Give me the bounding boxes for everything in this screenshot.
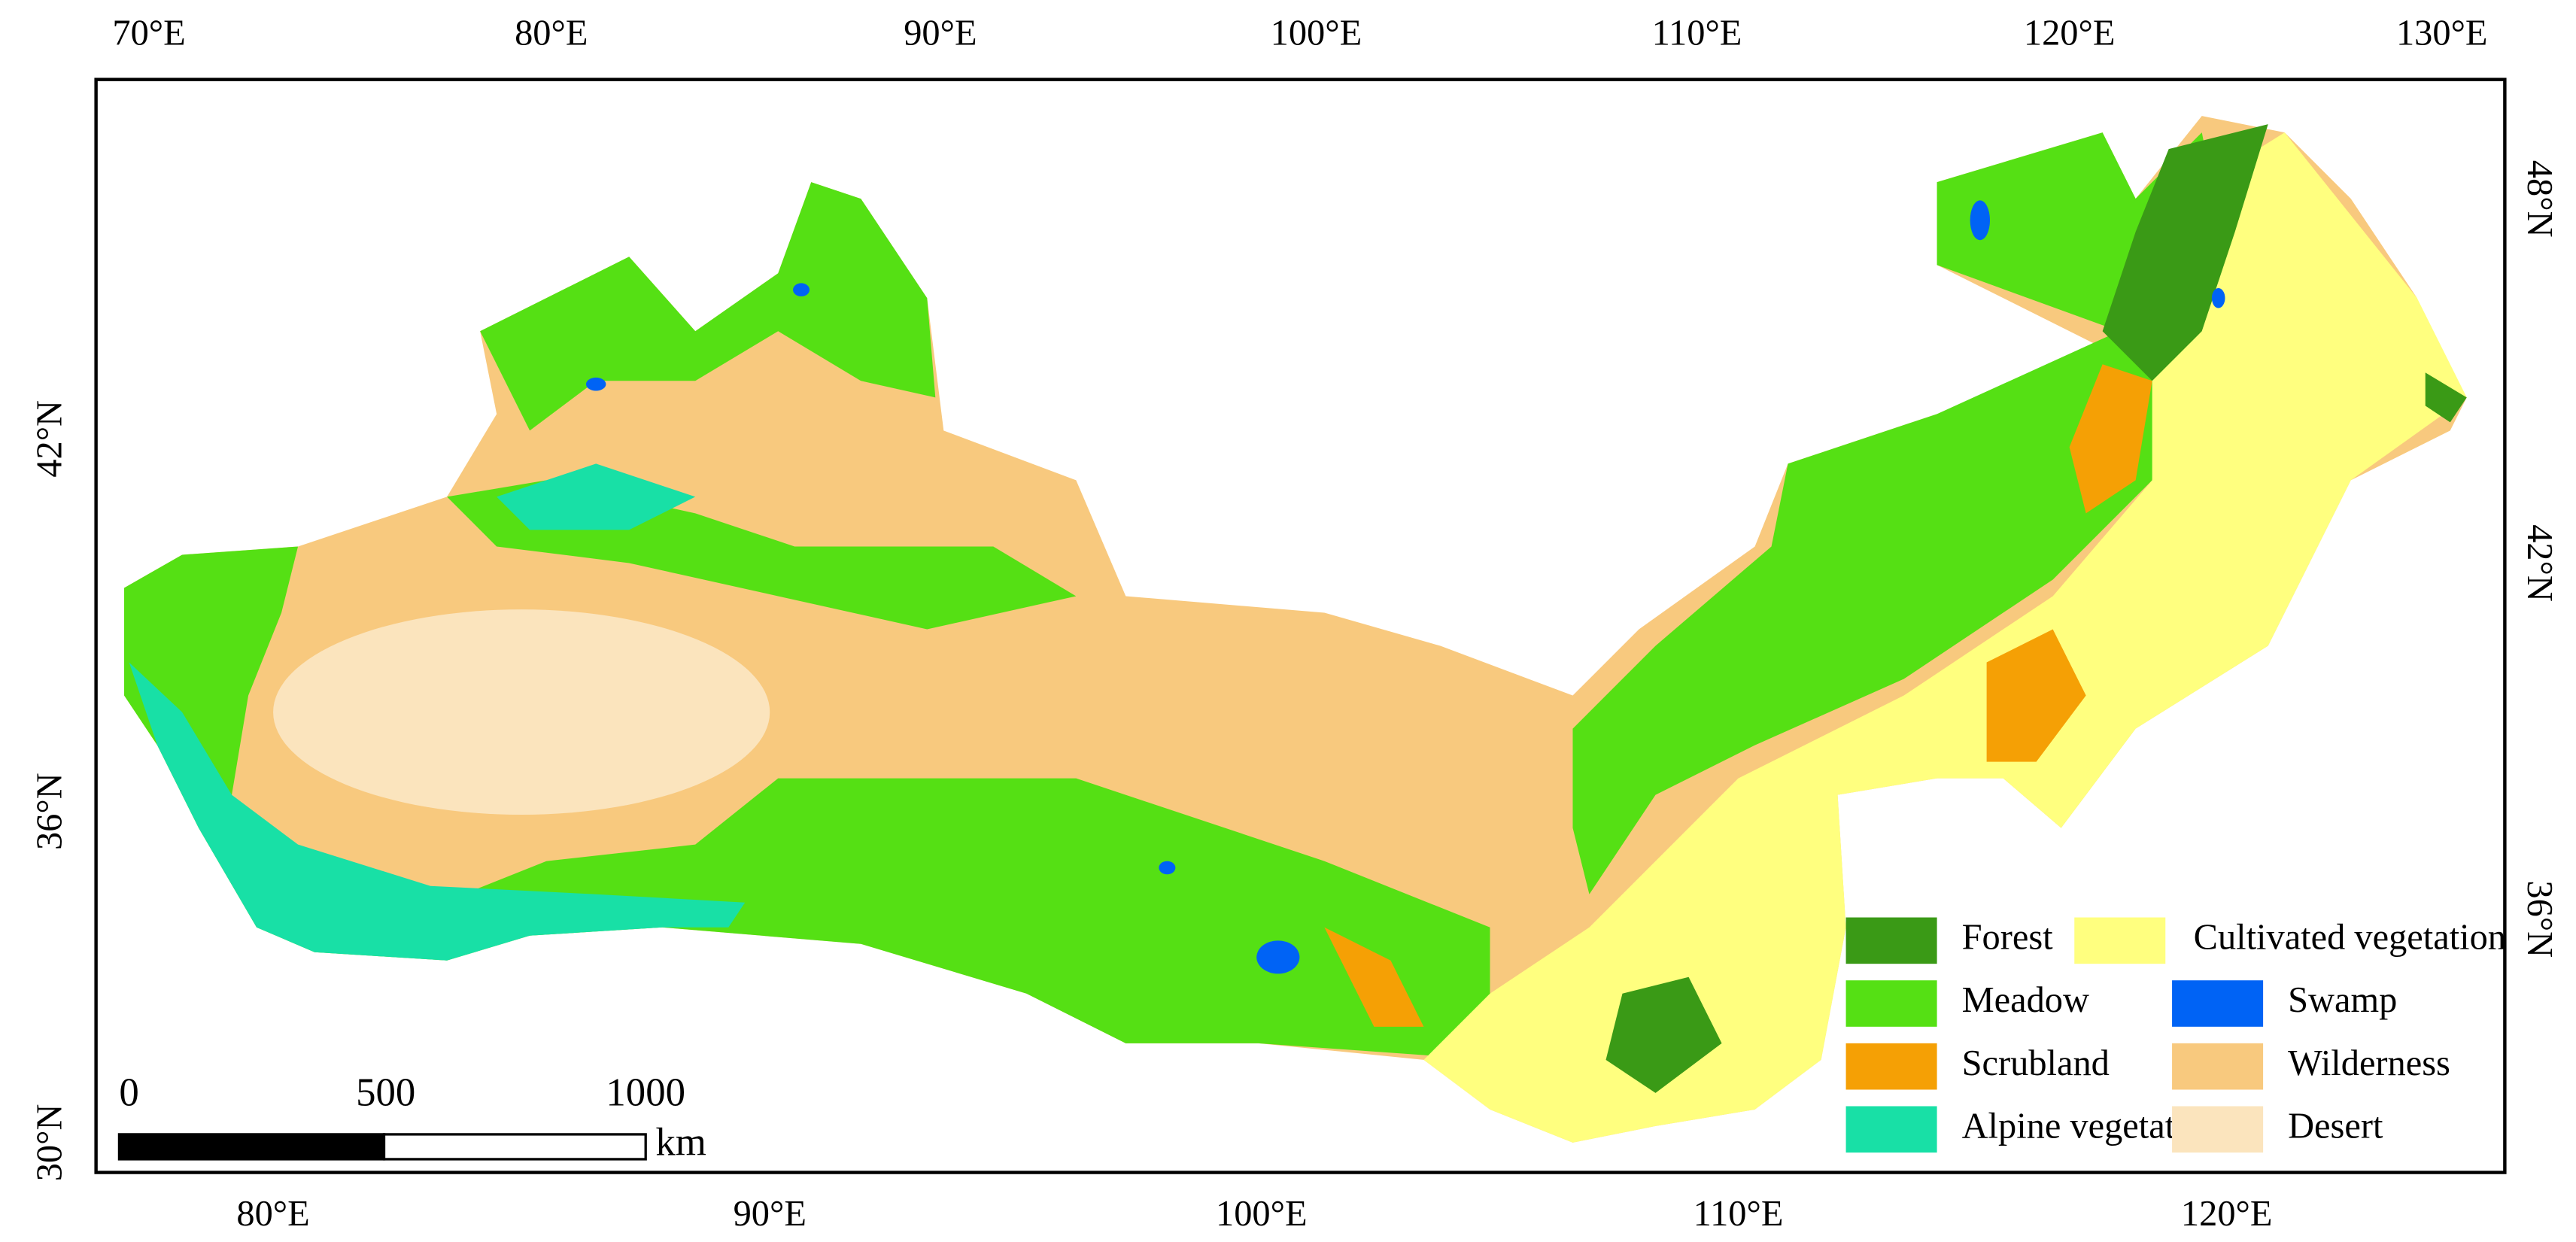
region-swamp (1970, 200, 1991, 241)
right-axis-label: 48°N (2520, 160, 2559, 238)
legend-label: Wilderness (2288, 1043, 2450, 1083)
scale-bar (117, 1133, 647, 1161)
legend-swatch (2172, 980, 2264, 1027)
region-alpine (129, 662, 746, 961)
legend-label: Scrubland (1962, 1043, 2110, 1083)
region-scrubland (1986, 629, 2086, 762)
top-axis-label: 130°E (2396, 14, 2488, 53)
region-meadow (1572, 132, 2219, 894)
legend-label: Meadow (1962, 980, 2089, 1020)
top-axis-label: 120°E (2024, 14, 2116, 53)
region-scrubland (2069, 364, 2152, 514)
legend-swatch (2074, 917, 2166, 964)
bottom-axis-label: 100°E (1216, 1194, 1308, 1234)
region-alpine (497, 463, 696, 530)
legend-swatch (1845, 1043, 1937, 1090)
legend-swatch (1845, 980, 1937, 1027)
map-regions (124, 116, 2467, 1143)
legend-swatch (1845, 917, 1937, 964)
region-swamp (793, 283, 810, 297)
top-axis-label: 110°E (1652, 14, 1742, 53)
bottom-axis-label: 90°E (734, 1194, 807, 1234)
legend-label: Desert (2288, 1106, 2383, 1146)
scale-bar-label: 0 (119, 1070, 138, 1114)
top-axis-label: 90°E (904, 14, 977, 53)
legend-swatch (1845, 1106, 1937, 1153)
legend-label: Swamp (2288, 980, 2397, 1020)
region-desert (273, 609, 770, 815)
bottom-axis-label: 120°E (2181, 1194, 2273, 1234)
bottom-axis-label: 80°E (236, 1194, 309, 1234)
region-forest (2425, 372, 2467, 423)
top-axis-label: 70°E (112, 14, 185, 53)
legend-swatch (2172, 1106, 2264, 1153)
region-meadow (480, 182, 936, 431)
scale-bar-white (382, 1133, 647, 1161)
left-axis-label: 36°N (30, 773, 70, 850)
region-scrubland (1324, 927, 1424, 1027)
region-swamp (1159, 861, 1176, 875)
region-swamp (2211, 288, 2225, 308)
legend-label: Forest (1962, 917, 2054, 957)
scale-bar-label: 500 (356, 1070, 415, 1114)
right-axis-label: 42°N (2520, 524, 2559, 602)
left-axis-label: 30°N (30, 1104, 70, 1182)
left-axis-label: 42°N (30, 400, 70, 478)
legend-swatch (2172, 1043, 2264, 1090)
region-swamp (1256, 940, 1300, 974)
region-cultivated (1423, 132, 2467, 1143)
region-forest (2102, 124, 2268, 381)
scale-bar-label: 1000 (606, 1070, 685, 1114)
top-axis-label: 100°E (1271, 14, 1362, 53)
bottom-axis-label: 110°E (1694, 1194, 1784, 1234)
top-axis-label: 80°E (515, 14, 588, 53)
region-swamp (585, 377, 606, 391)
region-forest (1605, 976, 1722, 1093)
legend-label: Cultivated vegetation (2194, 917, 2506, 957)
scale-bar-black (117, 1133, 386, 1161)
right-axis-label: 36°N (2520, 880, 2559, 958)
scale-bar-unit: km (655, 1120, 706, 1164)
